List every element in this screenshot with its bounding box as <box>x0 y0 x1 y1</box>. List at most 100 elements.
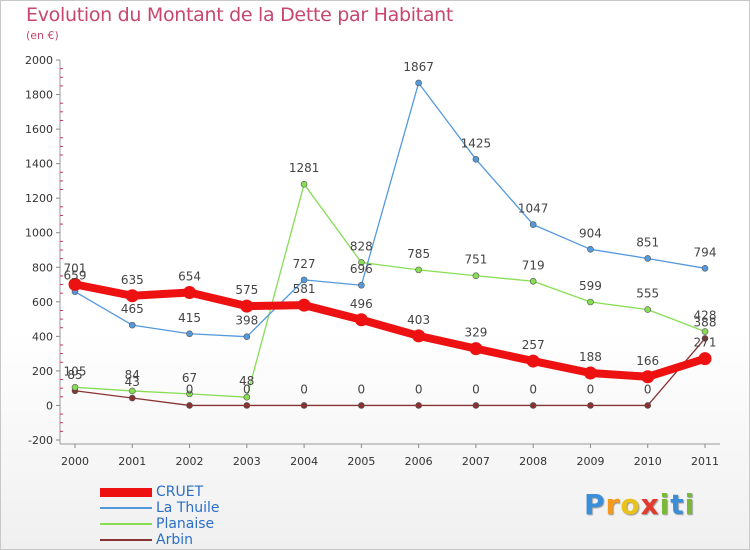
data-label-planaise: 555 <box>636 287 659 301</box>
data-label-cruet: 575 <box>235 283 258 297</box>
logo-letter: i <box>684 488 696 521</box>
x-tick-label: 2010 <box>634 455 662 468</box>
data-label-la-thuile: 1867 <box>403 60 434 74</box>
data-point-arbin <box>701 335 709 342</box>
x-tick-label: 2002 <box>176 455 204 468</box>
data-point-arbin <box>300 402 308 409</box>
logo-letter: t <box>670 488 685 521</box>
data-point-cruet <box>583 366 597 380</box>
data-point-la-thuile <box>701 265 709 272</box>
data-label-arbin: 85 <box>67 368 82 382</box>
data-point-arbin <box>186 402 193 409</box>
data-point-cruet <box>125 289 139 303</box>
data-label-arbin: 0 <box>472 382 480 396</box>
data-label-cruet: 496 <box>350 297 373 311</box>
data-point-cruet <box>698 352 712 366</box>
data-point-la-thuile <box>472 156 480 163</box>
data-label-la-thuile: 465 <box>121 302 144 316</box>
data-label-la-thuile: 415 <box>178 311 201 325</box>
data-label-planaise: 785 <box>407 247 430 261</box>
chart-title: Evolution du Montant de la Dette par Hab… <box>26 4 454 26</box>
legend-label-planaise: Planaise <box>156 516 215 532</box>
logo-letter: r <box>605 488 621 521</box>
data-point-cruet <box>641 370 655 384</box>
data-label-arbin: 43 <box>125 375 140 389</box>
data-point-cruet <box>469 342 483 356</box>
data-label-cruet: 329 <box>464 326 487 340</box>
legend-swatch-planaise <box>100 523 152 525</box>
data-point-la-thuile <box>186 330 193 338</box>
legend-swatch-la-thuile <box>100 507 152 509</box>
data-point-cruet <box>183 285 197 299</box>
data-point-la-thuile <box>243 333 251 341</box>
data-label-planaise: 751 <box>464 253 487 267</box>
data-label-la-thuile: 1425 <box>461 136 492 150</box>
data-label-arbin: 0 <box>587 382 595 396</box>
y-tick-label: 800 <box>32 261 53 274</box>
logo-letter: i <box>659 488 671 521</box>
data-label-cruet: 271 <box>694 336 717 350</box>
data-point-la-thuile <box>529 221 537 228</box>
data-label-cruet: 581 <box>293 282 316 296</box>
x-tick-label: 2000 <box>61 455 89 468</box>
y-tick-label: 0 <box>46 399 53 412</box>
data-point-arbin <box>587 402 594 409</box>
data-point-planaise <box>644 306 652 313</box>
y-tick-label: 1600 <box>25 123 53 136</box>
data-label-planaise: 1281 <box>289 161 320 175</box>
y-tick-label: 1800 <box>25 89 53 102</box>
data-label-cruet: 188 <box>579 350 602 364</box>
data-point-arbin <box>472 402 480 409</box>
data-label-planaise: 84 <box>125 368 140 382</box>
data-label-la-thuile: 398 <box>235 314 258 328</box>
data-point-arbin <box>358 402 365 409</box>
y-tick-label: -200 <box>28 434 53 447</box>
series-line-arbin <box>74 337 706 407</box>
data-point-cruet <box>297 298 311 312</box>
data-label-cruet: 654 <box>178 269 201 283</box>
series-line-cruet <box>71 280 709 381</box>
y-tick-label: 1000 <box>25 227 53 240</box>
data-point-arbin <box>529 402 537 409</box>
data-label-la-thuile: 696 <box>350 262 373 276</box>
data-point-arbin <box>415 402 422 409</box>
data-label-planaise: 428 <box>694 309 717 323</box>
y-tick-label: 200 <box>32 365 53 378</box>
x-tick-label: 2007 <box>462 455 490 468</box>
data-label-arbin: 0 <box>300 382 308 396</box>
series-line-la-thuile <box>74 82 706 338</box>
legend-swatch-cruet <box>100 487 152 497</box>
data-point-planaise <box>415 266 422 274</box>
logo-letter: o <box>620 488 641 521</box>
data-point-planaise <box>186 390 193 398</box>
data-label-cruet: 166 <box>636 354 659 368</box>
data-label-arbin: 0 <box>529 382 537 396</box>
legend-label-arbin: Arbin <box>156 532 193 548</box>
legend-label-la-thuile: La Thuile <box>156 500 220 516</box>
data-point-cruet <box>68 277 82 291</box>
data-label-arbin: 0 <box>186 382 194 396</box>
data-point-planaise <box>243 393 251 401</box>
data-point-la-thuile <box>128 321 136 329</box>
chart-subtitle: (en €) <box>26 29 59 42</box>
data-label-la-thuile: 1047 <box>518 202 549 216</box>
data-point-cruet <box>526 354 540 368</box>
legend-swatch-arbin <box>100 539 152 541</box>
x-tick-label: 2003 <box>233 455 261 468</box>
data-point-cruet <box>412 329 426 343</box>
data-point-planaise <box>529 277 537 285</box>
data-point-la-thuile <box>415 79 422 87</box>
logo-letter: x <box>640 488 660 521</box>
data-point-la-thuile <box>300 276 308 284</box>
data-label-cruet: 701 <box>64 261 87 275</box>
data-label-la-thuile: 904 <box>579 226 602 240</box>
data-label-cruet: 403 <box>407 313 430 327</box>
data-point-arbin <box>128 394 136 402</box>
x-tick-label: 2006 <box>405 455 433 468</box>
data-point-arbin <box>644 402 652 409</box>
data-label-arbin: 388 <box>694 315 717 329</box>
data-label-arbin: 0 <box>243 382 251 396</box>
x-tick-label: 2009 <box>576 455 604 468</box>
data-point-arbin <box>243 402 251 409</box>
x-tick-label: 2011 <box>691 455 719 468</box>
